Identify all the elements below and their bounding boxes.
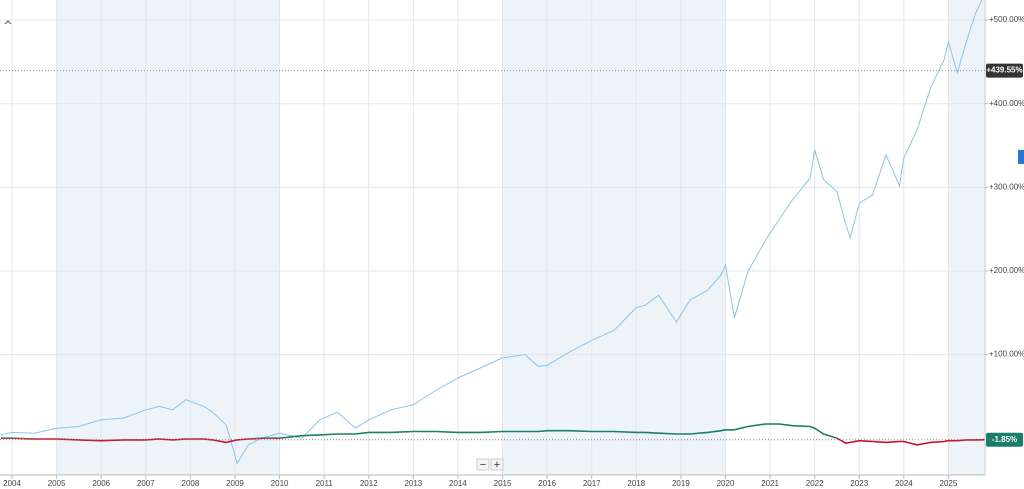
x-tick-label: 2023 — [850, 479, 868, 488]
x-tick-label: 2018 — [627, 479, 645, 488]
zoom-in-label: + — [494, 459, 500, 471]
band — [502, 0, 548, 475]
x-tick-label: 2019 — [672, 479, 690, 488]
y-tick-label: +500.00% — [989, 15, 1024, 24]
marker-badge — [986, 432, 1023, 447]
zoom-controls: − + — [476, 458, 504, 471]
x-tick-label: 2008 — [182, 479, 200, 488]
band — [636, 0, 681, 475]
x-tick-label: 2012 — [360, 479, 378, 488]
marker-label: -1.85% — [992, 435, 1017, 444]
x-tick-label: 2009 — [226, 479, 244, 488]
band — [56, 0, 102, 475]
band — [948, 0, 985, 475]
zoom-out-label: − — [480, 459, 486, 471]
band — [190, 0, 235, 475]
x-tick-label: 2013 — [404, 479, 422, 488]
x-tick-label: 2024 — [895, 479, 913, 488]
y-tick-label: +100.00% — [989, 350, 1024, 359]
band — [234, 0, 280, 475]
x-tick-label: 2025 — [940, 479, 958, 488]
x-tick-label: 2016 — [538, 479, 556, 488]
line-positive — [0, 423, 839, 439]
x-tick-label: 2005 — [48, 479, 66, 488]
x-tick-label: 2007 — [137, 479, 155, 488]
x-tick-label: 2017 — [583, 479, 601, 488]
x-tick-label: 2004 — [3, 479, 21, 488]
x-tick-label: 2020 — [717, 479, 735, 488]
plot-area — [0, 0, 985, 465]
x-tick-label: 2010 — [271, 479, 289, 488]
collapse-icon[interactable] — [4, 20, 12, 25]
x-tick-label: 2022 — [806, 479, 824, 488]
grid — [0, 0, 985, 475]
zoom-out[interactable] — [476, 458, 490, 471]
line-negative — [0, 438, 985, 446]
x-tick-label: 2015 — [494, 479, 512, 488]
marker-label: +439.55% — [986, 66, 1022, 75]
band — [680, 0, 726, 475]
band — [591, 0, 637, 475]
side-tab[interactable] — [1018, 150, 1024, 164]
band — [101, 0, 146, 475]
line — [0, 0, 983, 465]
x-tick-label: 2014 — [449, 479, 467, 488]
y-tick-label: +200.00% — [989, 266, 1024, 275]
x-tick-label: 2021 — [761, 479, 779, 488]
band — [145, 0, 191, 475]
zoom-in[interactable] — [490, 458, 504, 471]
shading — [56, 0, 985, 475]
x-tick-label: 2006 — [92, 479, 110, 488]
y-tick-label: +400.00% — [989, 99, 1024, 108]
y-tick-label: +300.00% — [989, 182, 1024, 191]
x-tick-label: 2011 — [316, 479, 334, 488]
marker-badge — [986, 63, 1023, 78]
band — [547, 0, 592, 475]
